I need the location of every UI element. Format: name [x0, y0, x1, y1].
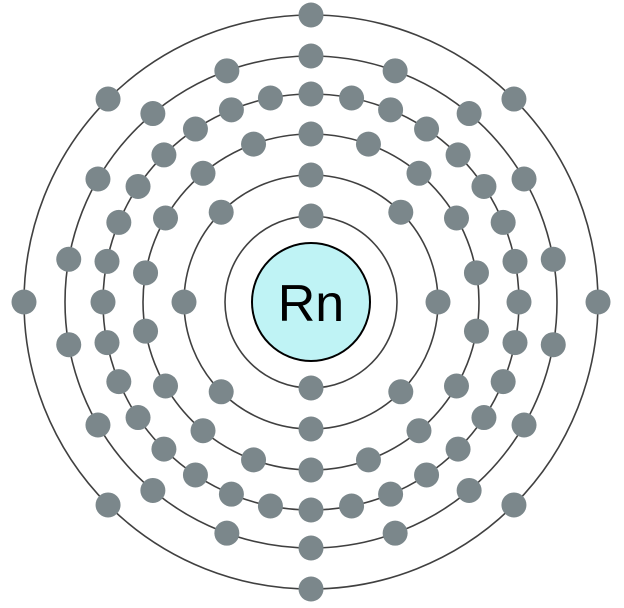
electron: [406, 160, 432, 186]
electron: [190, 418, 216, 444]
electron: [140, 477, 166, 503]
electron: [382, 58, 408, 84]
electron: [125, 173, 151, 199]
electron: [355, 447, 381, 473]
electron: [298, 43, 324, 69]
electron: [378, 97, 404, 123]
electron: [414, 116, 440, 142]
electron: [153, 205, 179, 231]
electron: [214, 58, 240, 84]
electron: [501, 86, 527, 112]
electron: [106, 209, 132, 235]
electron: [511, 412, 537, 438]
electron: [56, 332, 82, 358]
electron: [298, 375, 324, 401]
electron: [11, 289, 37, 315]
electron: [190, 160, 216, 186]
electron: [502, 248, 528, 274]
electron: [463, 260, 489, 286]
electron: [339, 85, 365, 111]
electron: [208, 379, 234, 405]
electron: [490, 369, 516, 395]
electron: [456, 101, 482, 127]
electrons: [11, 2, 611, 602]
electron: [151, 436, 177, 462]
electron: [406, 418, 432, 444]
electron: [585, 289, 611, 315]
electron: [182, 116, 208, 142]
electron: [298, 81, 324, 107]
electron: [257, 85, 283, 111]
electron: [298, 121, 324, 147]
electron: [378, 481, 404, 507]
electron: [456, 477, 482, 503]
electron: [94, 248, 120, 274]
electron: [443, 205, 469, 231]
electron: [298, 203, 324, 229]
electron: [298, 416, 324, 442]
electron: [106, 369, 132, 395]
electron: [388, 199, 414, 225]
nucleus-circle: [251, 242, 371, 362]
electron: [540, 332, 566, 358]
electron: [85, 412, 111, 438]
electron: [382, 520, 408, 546]
electron: [298, 535, 324, 561]
electron: [94, 330, 120, 356]
electron: [490, 209, 516, 235]
electron: [298, 162, 324, 188]
electron: [257, 493, 283, 519]
electron: [298, 497, 324, 523]
electron: [153, 373, 179, 399]
electron: [506, 289, 532, 315]
electron: [471, 405, 497, 431]
electron: [339, 493, 365, 519]
electron: [540, 246, 566, 272]
electron: [388, 379, 414, 405]
nucleus: Rn: [251, 242, 371, 362]
electron: [298, 457, 324, 483]
electron: [298, 2, 324, 28]
electron: [95, 492, 121, 518]
electron: [298, 576, 324, 602]
electron: [151, 142, 177, 168]
electron: [133, 260, 159, 286]
electron: [56, 246, 82, 272]
electron: [218, 97, 244, 123]
electron: [501, 492, 527, 518]
electron: [241, 131, 267, 157]
electron: [85, 166, 111, 192]
electron: [171, 289, 197, 315]
electron: [445, 142, 471, 168]
electron: [511, 166, 537, 192]
electron: [95, 86, 121, 112]
electron: [241, 447, 267, 473]
electron: [218, 481, 244, 507]
electron: [133, 318, 159, 344]
electron: [502, 330, 528, 356]
element-symbol: Rn: [278, 275, 344, 333]
electron: [125, 405, 151, 431]
electron: [182, 462, 208, 488]
electron: [214, 520, 240, 546]
electron: [355, 131, 381, 157]
electron: [471, 173, 497, 199]
electron: [463, 318, 489, 344]
electron: [90, 289, 116, 315]
electron: [208, 199, 234, 225]
electron: [414, 462, 440, 488]
electron: [140, 101, 166, 127]
electron: [425, 289, 451, 315]
electron: [443, 373, 469, 399]
electron: [445, 436, 471, 462]
